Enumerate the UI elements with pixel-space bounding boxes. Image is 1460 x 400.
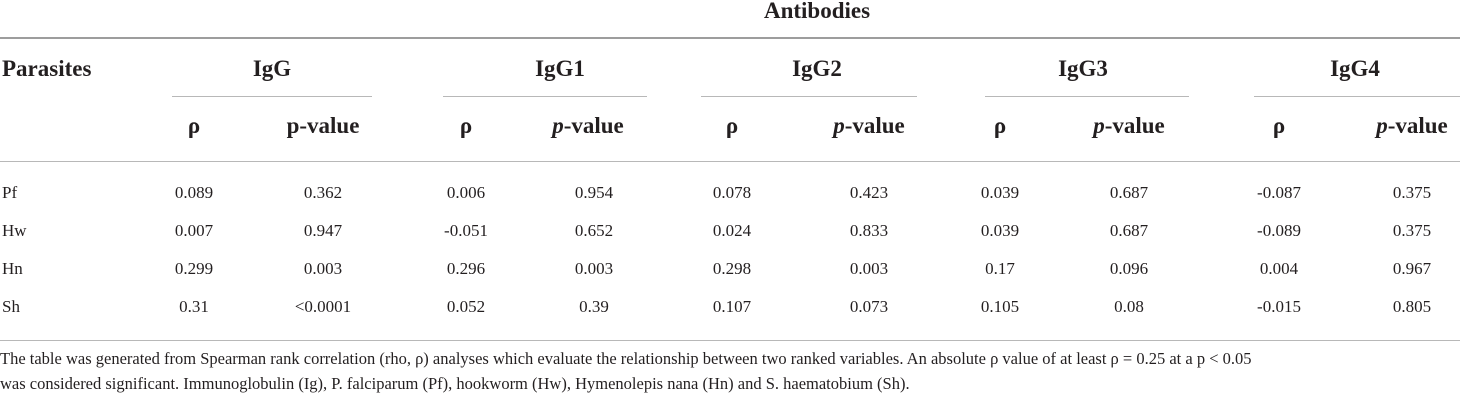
table-caption: The table was generated from Spearman ra… <box>0 346 1458 396</box>
rho-cell: 0.039 <box>980 183 1020 202</box>
row-parasite-label: Pf <box>2 183 18 202</box>
rho-cell: 0.089 <box>174 183 214 202</box>
rho-cell: -0.089 <box>1257 221 1301 240</box>
rho-cell: 0.299 <box>174 259 214 278</box>
rho-cell: 0.024 <box>712 221 752 240</box>
rho-cell: -0.051 <box>444 221 488 240</box>
rho-cell: 0.105 <box>980 297 1020 316</box>
pvalue-cell: 0.652 <box>574 221 614 240</box>
rho-cell: 0.039 <box>980 221 1020 240</box>
pvalue-cell: 0.39 <box>579 297 609 316</box>
subheader-rho: ρ <box>459 113 473 138</box>
row-parasite-label: Sh <box>2 297 20 316</box>
pvalue-cell: 0.967 <box>1392 259 1432 278</box>
subheader-pvalue: p-value <box>1093 113 1165 138</box>
rho-cell: 0.298 <box>712 259 752 278</box>
subheader-rho: ρ <box>993 113 1007 138</box>
caption-line-2: was considered significant. Immunoglobul… <box>0 374 910 393</box>
pvalue-cell: 0.08 <box>1114 297 1144 316</box>
pvalue-cell: 0.947 <box>303 221 343 240</box>
subheader-rho: ρ <box>1272 113 1286 138</box>
subheader-pvalue: p-value <box>833 113 905 138</box>
subheader-rho: ρ <box>725 113 739 138</box>
pvalue-cell: 0.003 <box>849 259 889 278</box>
group-igg3-underline <box>985 96 1189 97</box>
pvalue-cell: 0.954 <box>574 183 614 202</box>
pvalue-cell: 0.805 <box>1392 297 1432 316</box>
pvalue-cell: 0.003 <box>303 259 343 278</box>
pvalue-cell: 0.687 <box>1109 221 1149 240</box>
subheader-pvalue: p-value <box>1376 113 1448 138</box>
subheader-rho: ρ <box>187 113 201 138</box>
group-igg3: IgG3 <box>1058 56 1108 81</box>
group-igg1-underline <box>443 96 647 97</box>
group-igg1: IgG1 <box>535 56 585 81</box>
group-igg2-underline <box>701 96 917 97</box>
pvalue-cell: 0.375 <box>1392 221 1432 240</box>
group-igg2: IgG2 <box>792 56 842 81</box>
subheader-pvalue: p-value <box>286 113 360 138</box>
pvalue-cell: 0.833 <box>849 221 889 240</box>
rho-cell: 0.107 <box>712 297 752 316</box>
pvalue-cell: 0.096 <box>1109 259 1149 278</box>
row-header-parasites: Parasites <box>2 56 92 81</box>
group-igg: IgG <box>252 56 292 81</box>
rho-cell: 0.052 <box>446 297 486 316</box>
rho-cell: -0.015 <box>1257 297 1301 316</box>
pvalue-cell: 0.362 <box>303 183 343 202</box>
group-igg4: IgG4 <box>1330 56 1380 81</box>
group-header-antibodies: Antibodies <box>763 0 871 23</box>
row-parasite-label: Hw <box>2 221 27 240</box>
caption-line-1: The table was generated from Spearman ra… <box>0 349 1252 368</box>
pvalue-cell: 0.073 <box>849 297 889 316</box>
pvalue-cell: 0.375 <box>1392 183 1432 202</box>
rho-cell: 0.078 <box>712 183 752 202</box>
pvalue-cell: 0.423 <box>849 183 889 202</box>
rho-cell: 0.17 <box>985 259 1015 278</box>
rho-cell: 0.296 <box>446 259 486 278</box>
rho-cell: 0.31 <box>179 297 209 316</box>
subheader-pvalue: p-value <box>552 113 624 138</box>
top-rule <box>0 37 1460 39</box>
bottom-rule <box>0 340 1460 341</box>
header-bottom-rule <box>0 161 1460 162</box>
rho-cell: 0.004 <box>1259 259 1299 278</box>
rho-cell: -0.087 <box>1257 183 1301 202</box>
group-igg-underline <box>172 96 372 97</box>
rho-cell: 0.006 <box>446 183 486 202</box>
pvalue-cell: 0.687 <box>1109 183 1149 202</box>
pvalue-cell: <0.0001 <box>294 297 352 316</box>
group-igg4-underline <box>1254 96 1460 97</box>
pvalue-cell: 0.003 <box>574 259 614 278</box>
rho-cell: 0.007 <box>174 221 214 240</box>
row-parasite-label: Hn <box>2 259 23 278</box>
